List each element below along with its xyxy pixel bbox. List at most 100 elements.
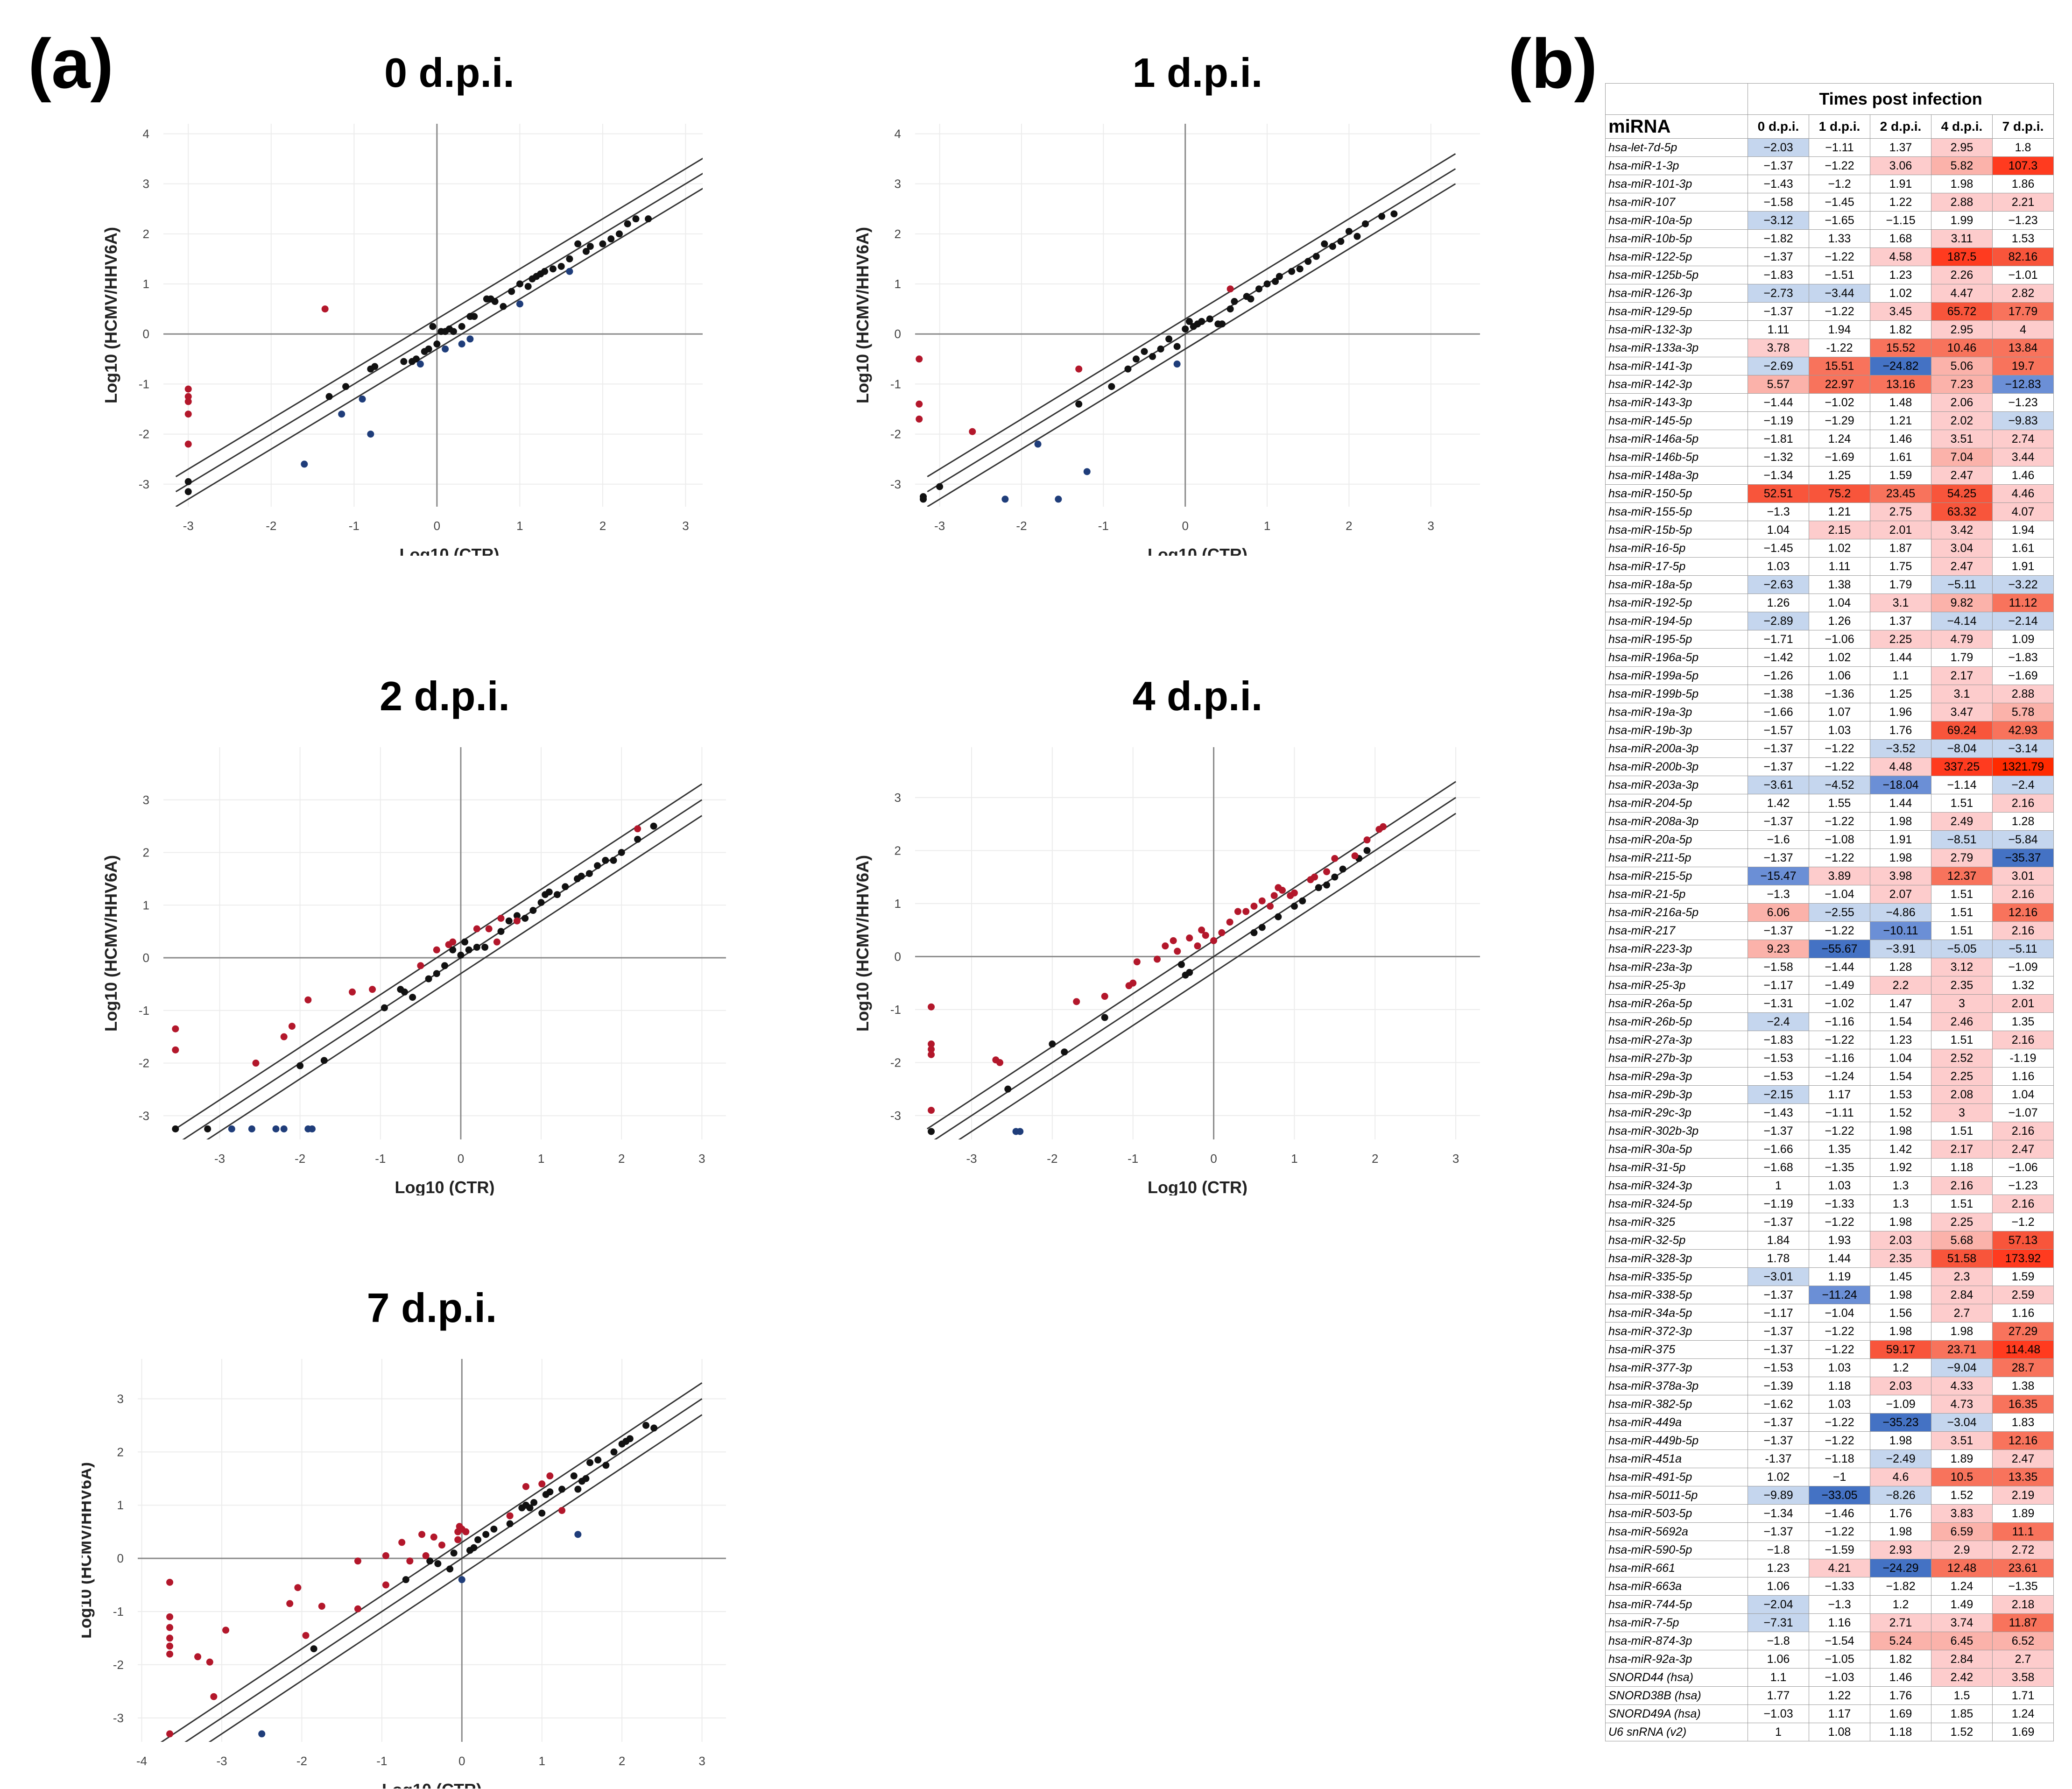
data-point-black <box>1157 345 1164 353</box>
data-point-black <box>1173 343 1181 350</box>
fold-change-cell: 1.76 <box>1870 1686 1931 1705</box>
fold-change-cell: −9.83 <box>1992 411 2054 430</box>
data-point-blue <box>1001 495 1009 503</box>
y-tick-label: -2 <box>139 1056 149 1070</box>
table-row: hsa-miR-199b-5p −1.38 −1.36 1.25 3.1 2.88 <box>1605 685 2054 703</box>
fold-change-cell: 2.79 <box>1931 849 1993 867</box>
data-point-blue <box>516 300 523 308</box>
fold-change-cell: 1.51 <box>1931 1122 1993 1140</box>
fold-change-cell: 1.24 <box>1931 1577 1993 1596</box>
fold-change-cell: 2.84 <box>1931 1286 1993 1304</box>
data-point-black <box>586 1459 594 1466</box>
data-point-black <box>599 240 606 247</box>
x-axis-label: Log10 (CTR) <box>400 545 500 556</box>
data-point-red <box>222 1626 230 1634</box>
data-point-black <box>425 345 432 353</box>
plot-canvas: -4 -3 -2 -1 0 1 2 3 -3 -2 -1 0 1 2 3 Log10 (CTR) Log10 (… <box>82 1359 726 1789</box>
x-tick-label: 3 <box>698 1152 705 1166</box>
fold-change-cell: 2.07 <box>1870 885 1931 904</box>
fold-change-cell: 1.77 <box>1748 1686 1809 1705</box>
fold-change-cell: 1.78 <box>1748 1249 1809 1268</box>
mirna-name: SNORD44 (hsa) <box>1605 1668 1748 1687</box>
fold-change-cell: 1.96 <box>1870 703 1931 721</box>
fold-change-cell: 6.06 <box>1748 903 1809 922</box>
data-point-black <box>412 355 420 363</box>
data-point-red <box>433 946 440 954</box>
y-tick-label: -3 <box>139 477 149 491</box>
mirna-name: hsa-miR-217 <box>1605 921 1748 940</box>
series-black <box>920 210 1398 503</box>
data-point-black <box>549 265 557 273</box>
fold-change-cell: 10.46 <box>1931 339 1993 357</box>
fold-change-cell: 2.03 <box>1870 1377 1931 1395</box>
table-row: hsa-miR-129-5p −1.37 −1.22 3.45 65.72 17.79 <box>1605 302 2054 321</box>
data-point-black <box>470 1544 478 1551</box>
table-row: hsa-miR-325 −1.37 −1.22 1.98 2.25 −1.2 <box>1605 1213 2054 1231</box>
series-black <box>928 847 1371 1135</box>
fold-change-cell: 57.13 <box>1992 1231 2054 1250</box>
series-black <box>172 822 657 1132</box>
fold-change-cell: 1.08 <box>1809 1723 1870 1741</box>
fold-change-cell: 3 <box>1931 1103 1993 1122</box>
fold-change-cell: −10.11 <box>1870 921 1931 940</box>
fold-change-cell: −2.73 <box>1748 284 1809 303</box>
data-point-red <box>506 1512 514 1520</box>
fold-change-cell: 2.82 <box>1992 284 2054 303</box>
data-point-black <box>562 883 569 891</box>
fold-change-cell: 2.35 <box>1931 976 1993 995</box>
data-point-black <box>342 383 350 390</box>
fold-change-cell: 1.1 <box>1870 666 1931 685</box>
fold-change-cell: 1.24 <box>1809 430 1870 448</box>
data-point-black <box>546 1488 554 1496</box>
fold-change-cell: −1.26 <box>1748 666 1809 685</box>
data-point-red <box>1210 937 1218 944</box>
y-tick-label: 3 <box>117 1392 124 1406</box>
fold-change-cell: 4 <box>1992 320 2054 339</box>
fold-change-cell: 1.52 <box>1870 1103 1931 1122</box>
data-point-black <box>471 313 478 320</box>
data-point-red <box>449 938 457 946</box>
fold-change-cell: 12.48 <box>1931 1559 1993 1577</box>
table-row: hsa-miR-107 −1.58 −1.45 1.22 2.88 2.21 <box>1605 193 2054 212</box>
fold-change-cell: 10.5 <box>1931 1468 1993 1486</box>
data-point-red <box>184 410 192 418</box>
fold-change-cell: −1.23 <box>1992 211 2054 230</box>
fold-change-cell: −1.33 <box>1809 1577 1870 1596</box>
data-point-red <box>1380 823 1387 830</box>
data-point-blue <box>574 1531 582 1538</box>
fold-change-cell: 2.93 <box>1870 1541 1931 1559</box>
data-point-red <box>1242 908 1250 915</box>
fold-change-cell: 1.3 <box>1870 1195 1931 1213</box>
mirna-name: hsa-miR-125b-5p <box>1605 266 1748 284</box>
fold-change-cell: 2.16 <box>1992 1031 2054 1049</box>
fold-change-cell: 1.1 <box>1748 1668 1809 1687</box>
fold-change-cell: −1.37 <box>1748 156 1809 175</box>
fold-change-cell: 1.79 <box>1931 648 1993 667</box>
fold-change-cell: −1.35 <box>1809 1158 1870 1177</box>
data-point-black <box>545 888 553 896</box>
data-point-black <box>624 220 631 227</box>
reference-line <box>175 187 703 507</box>
data-point-red <box>166 1578 174 1586</box>
data-point-red <box>417 962 424 969</box>
fold-change-cell: 1.02 <box>1870 284 1931 303</box>
fold-change-cell: 2.7 <box>1992 1650 2054 1669</box>
x-axis-label: Log10 (CTR) <box>1148 545 1247 556</box>
fold-change-cell: 2.84 <box>1931 1650 1993 1669</box>
fold-change-cell: −1.69 <box>1809 448 1870 467</box>
fold-change-cell: 1.8 <box>1992 138 2054 157</box>
series-red <box>184 305 329 448</box>
data-point-red <box>1075 365 1083 373</box>
fold-change-cell: −24.29 <box>1870 1559 1931 1577</box>
fold-change-cell: 1.35 <box>1809 1140 1870 1159</box>
data-point-black <box>634 835 641 843</box>
fold-change-cell: 1.98 <box>1870 1213 1931 1231</box>
data-point-black <box>541 268 549 275</box>
fold-change-cell: −1.33 <box>1809 1195 1870 1213</box>
fold-change-cell: 1.23 <box>1870 266 1931 284</box>
fold-change-cell: −3.01 <box>1748 1267 1809 1286</box>
fold-change-cell: 16.35 <box>1992 1395 2054 1414</box>
table-row: hsa-miR-16-5p −1.45 1.02 1.87 3.04 1.61 <box>1605 539 2054 558</box>
y-tick-label: -1 <box>113 1605 124 1619</box>
fold-change-cell: 19.7 <box>1992 357 2054 375</box>
